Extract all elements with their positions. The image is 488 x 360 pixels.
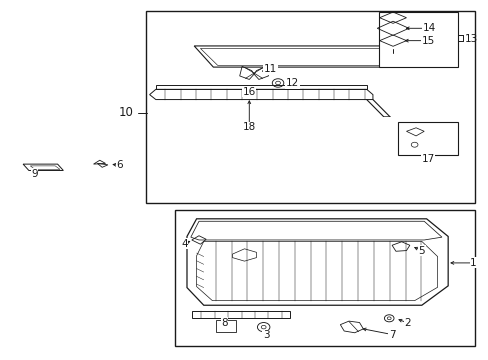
Text: 13: 13 [464,34,477,44]
Bar [175,210,473,346]
Text: 10: 10 [118,107,133,120]
Text: 12: 12 [285,78,299,88]
Bar [397,122,457,155]
Text: 18: 18 [242,122,255,132]
Text: 11: 11 [263,64,276,74]
Text: 1: 1 [469,258,476,268]
Text: 7: 7 [388,329,395,339]
Text: 5: 5 [418,246,424,256]
Text: 17: 17 [421,154,434,164]
Text: 9: 9 [31,168,38,179]
Text: 4: 4 [181,239,187,248]
Text: 15: 15 [421,36,434,46]
Bar [215,320,235,332]
Text: 16: 16 [242,87,255,97]
Text: 14: 14 [422,23,435,33]
Text: 6: 6 [116,160,123,170]
Text: 8: 8 [221,318,227,328]
Bar [146,11,473,203]
Text: 2: 2 [403,318,410,328]
Bar [378,12,457,67]
Text: 3: 3 [262,330,269,340]
